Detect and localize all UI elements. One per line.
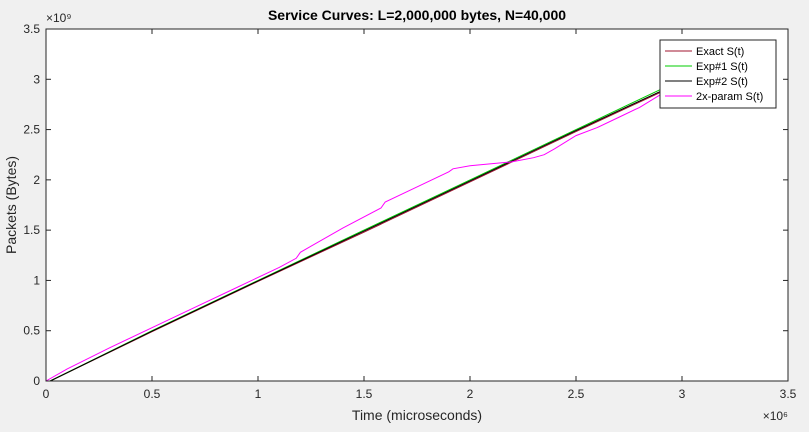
y-axis-label: Packets (Bytes) xyxy=(3,156,19,254)
chart-title: Service Curves: L=2,000,000 bytes, N=40,… xyxy=(268,7,566,23)
y-tick-label: 1.5 xyxy=(23,223,40,237)
legend-label: Exp#2 S(t) xyxy=(696,76,748,88)
x-tick-label: 1 xyxy=(255,387,262,401)
y-tick-label: 1 xyxy=(33,273,40,287)
y-tick-label: 3 xyxy=(33,72,40,86)
legend-label: Exp#1 S(t) xyxy=(696,61,748,73)
legend: Exact S(t) Exp#1 S(t) Exp#2 S(t) 2x-param S… xyxy=(659,39,777,109)
axis-ticks: 0 0.5 1 1.5 2 2.5 3 3.5 0 0.5 1 1.5 2 2.5 3 3.5 xyxy=(23,22,796,401)
plot-frame xyxy=(45,28,789,382)
x-tick-label: 1.5 xyxy=(356,387,373,401)
y-tick-label: 3.5 xyxy=(23,22,40,36)
x-tick-label: 2 xyxy=(467,387,474,401)
y-tick-label: 0.5 xyxy=(23,324,40,338)
x-tick-label: 3.5 xyxy=(780,387,797,401)
x-axis-label: Time (microseconds) xyxy=(352,407,482,423)
x-tick-label: 3 xyxy=(679,387,686,401)
series-line-4 xyxy=(45,93,662,382)
x-tick-label: 2.5 xyxy=(568,387,585,401)
legend-label: 2x-param S(t) xyxy=(696,91,763,103)
y-tick-label: 2.5 xyxy=(23,123,40,137)
series-line-3 xyxy=(49,85,672,382)
x-tick-label: 0.5 xyxy=(144,387,161,401)
x-tick-label: 0 xyxy=(43,387,50,401)
series-lines xyxy=(45,83,672,382)
y-tick-label: 2 xyxy=(33,173,40,187)
legend-label: Exact S(t) xyxy=(696,46,744,58)
y-tick-label: 0 xyxy=(33,374,40,388)
y-axis-exponent: ×10⁹ xyxy=(46,11,72,25)
x-axis-exponent: ×10⁶ xyxy=(763,409,788,423)
